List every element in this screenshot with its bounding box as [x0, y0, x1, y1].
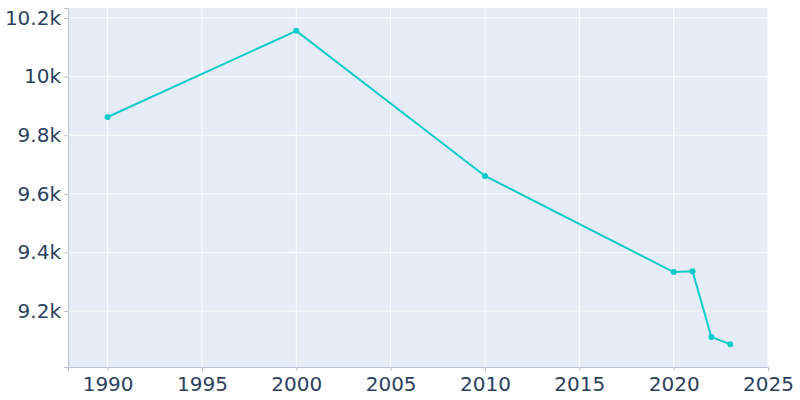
y-tick-mark: [64, 194, 68, 195]
y-tick-label: 9.4k: [18, 240, 62, 264]
x-tick-label: 1990: [83, 372, 134, 396]
x-grid-line: [484, 8, 485, 367]
x-axis: 1990 1995 2000 2005 2010 2015 2020 2025: [69, 367, 794, 396]
x-tick-mark: [391, 367, 392, 371]
grid: [68, 8, 768, 367]
x-tick: 2025: [743, 367, 794, 396]
x-tick: 2020: [649, 367, 700, 396]
x-tick-mark: [296, 367, 297, 371]
x-tick: 2015: [554, 367, 605, 396]
y-tick-mark: [64, 18, 68, 19]
x-grid-line: [673, 8, 674, 367]
line: [108, 31, 731, 344]
y-grid-line: [68, 252, 768, 253]
y-tick-label: 10k: [24, 64, 61, 88]
y-axis: 9.2k 9.4k 9.6k 9.8k 10k 10.2k: [5, 6, 69, 368]
x-tick-label: 2015: [554, 372, 605, 396]
x-tick-label: 2005: [366, 372, 417, 396]
x-tick-label: 2000: [271, 372, 322, 396]
y-tick-mark: [64, 311, 68, 312]
y-grid-line: [68, 311, 768, 312]
y-grid-line: [68, 135, 768, 136]
y-tick-mark: [64, 135, 68, 136]
y-grid-line: [68, 193, 768, 194]
y-tick: 10k: [24, 64, 68, 88]
chart-svg: 1990 1995 2000 2005 2010 2015 2020 2025 9.2k 9.4k…: [0, 0, 800, 400]
y-tick: 9.4k: [18, 240, 68, 264]
y-tick: 9.6k: [18, 182, 68, 206]
x-grid-line: [201, 8, 202, 367]
y-tick-label: 9.2k: [18, 299, 62, 323]
x-grid-line: [296, 8, 297, 367]
plot: 1990 1995 2000 2005 2010 2015 2020 2025 9.2k 9.4k…: [5, 6, 794, 396]
x-tick: 2000: [271, 367, 322, 396]
x-tick-label: 2010: [460, 372, 511, 396]
x-tick-mark: [579, 367, 580, 371]
x-tick-mark: [108, 367, 109, 371]
x-grid-line: [390, 8, 391, 367]
y-grid-line: [68, 17, 768, 18]
y-tick-mark: [64, 77, 68, 78]
point: [671, 269, 677, 275]
y-tick: 9.2k: [18, 299, 68, 323]
x-tick-mark: [202, 367, 203, 371]
chart-container: 1990 1995 2000 2005 2010 2015 2020 2025 9.2k 9.4k…: [0, 0, 800, 400]
x-grid-line: [768, 8, 769, 367]
y-tick-label: 10.2k: [5, 6, 62, 30]
y-tick-label: 9.8k: [18, 123, 62, 147]
y-tick-label: 9.6k: [18, 182, 62, 206]
y-grid-line: [68, 76, 768, 77]
plot-background: [68, 8, 768, 367]
series: [105, 28, 734, 347]
point: [690, 268, 696, 274]
y-tick: 10.2k: [5, 6, 68, 30]
x-tick-mark: [768, 367, 769, 371]
point: [482, 173, 488, 179]
y-axis-line: [64, 9, 69, 368]
x-tick-label: 2020: [649, 372, 700, 396]
x-tick: 1990: [83, 367, 134, 396]
point: [708, 334, 714, 340]
y-tick-mark: [64, 252, 68, 253]
x-axis-line: [69, 368, 769, 372]
point: [105, 114, 111, 120]
x-tick-mark: [674, 367, 675, 371]
point: [727, 341, 733, 347]
y-tick: 9.8k: [18, 123, 68, 147]
x-tick: 1995: [177, 367, 228, 396]
x-tick: 2005: [366, 367, 417, 396]
x-tick-label: 1995: [177, 372, 228, 396]
point: [293, 28, 299, 34]
x-tick: 2010: [460, 367, 511, 396]
x-grid-line: [107, 8, 108, 367]
x-grid-line: [579, 8, 580, 367]
x-tick-mark: [485, 367, 486, 371]
x-tick-label: 2025: [743, 372, 794, 396]
